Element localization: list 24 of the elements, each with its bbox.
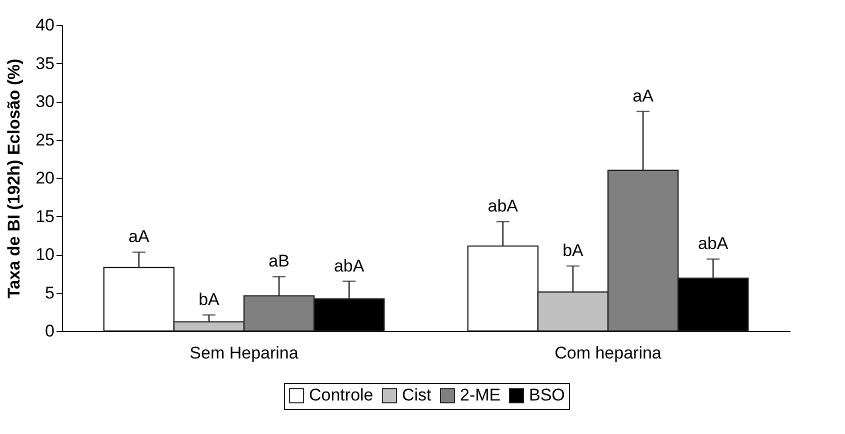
annotation: abA: [698, 234, 729, 254]
y-tick-label: 5: [45, 283, 54, 302]
legend-label: Cist: [402, 386, 432, 405]
legend-label: Controle: [309, 386, 374, 405]
y-tick-label: 30: [36, 92, 54, 111]
annotation: abA: [334, 256, 365, 276]
y-tick-label: 10: [36, 245, 54, 264]
annotation: abA: [488, 196, 519, 216]
annotation: aA: [632, 86, 654, 106]
legend-label: BSO: [529, 386, 565, 405]
legend-label: 2-ME: [460, 386, 501, 405]
annotation: aA: [128, 227, 150, 246]
y-tick-label: 35: [36, 54, 54, 73]
y-axis-title: Taxa de BI (192h) Eclosão (%): [4, 58, 24, 298]
annotation: bA: [198, 290, 220, 309]
y-tick-label: 25: [36, 130, 54, 150]
x-tick-label: Sem Heparina: [190, 344, 299, 362]
x-tick-label: Com heparina: [554, 344, 662, 362]
y-tick-label: 40: [36, 16, 54, 34]
y-tick-label: 0: [45, 322, 54, 340]
y-tick-label: 15: [36, 206, 54, 226]
annotation: bA: [562, 240, 584, 260]
y-tick-label: 20: [36, 168, 54, 188]
annotation: aB: [268, 252, 290, 271]
